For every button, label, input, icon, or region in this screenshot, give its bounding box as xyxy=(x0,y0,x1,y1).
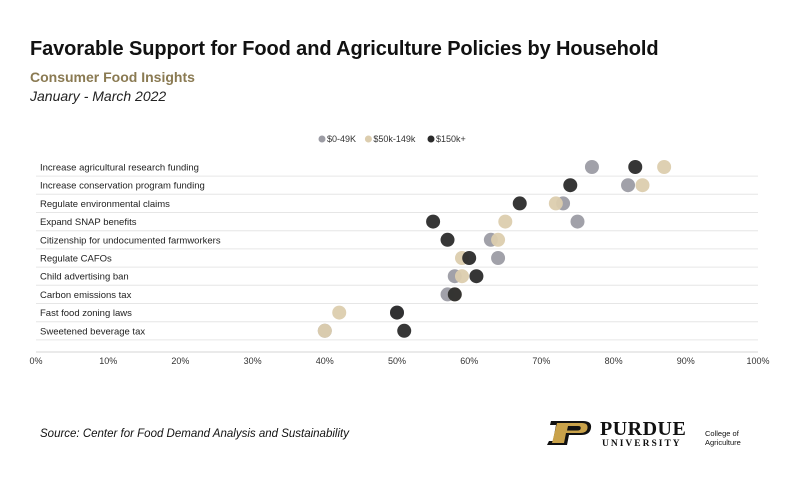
data-points xyxy=(317,160,672,338)
x-tick-label: 20% xyxy=(171,356,189,366)
dot-plot-chart: $0-49K $50k-149k $150k+ Increase agricultu… xyxy=(29,134,770,366)
chart-subtitle: Consumer Food Insights xyxy=(30,69,195,85)
data-point xyxy=(512,196,527,211)
category-label: Citizenship for undocumented farmworkers xyxy=(40,235,221,246)
purdue-p-icon xyxy=(547,421,592,445)
data-point xyxy=(548,196,563,211)
data-point xyxy=(397,323,412,338)
category-label: Regulate environmental claims xyxy=(40,199,170,210)
x-tick-label: 10% xyxy=(99,356,117,366)
data-point xyxy=(447,287,462,302)
date-range: January - March 2022 xyxy=(30,88,167,104)
data-point xyxy=(390,305,404,320)
category-label: Regulate CAFOs xyxy=(40,254,112,265)
category-label: Fast food zoning laws xyxy=(40,308,132,319)
data-point xyxy=(317,323,332,338)
data-point xyxy=(621,178,636,193)
x-axis: 0% 10% 20% 30% 40% 50% 60% 70% 80% 90% 100% xyxy=(29,351,770,366)
x-tick-label: 40% xyxy=(316,356,334,366)
logo-wordmark: PURDUE xyxy=(600,418,687,440)
category-label: Sweetened beverage tax xyxy=(40,326,145,337)
legend-marker xyxy=(364,135,372,143)
category-label: Carbon emissions tax xyxy=(40,290,132,301)
legend-marker xyxy=(427,135,435,143)
logo-university: UNIVERSITY xyxy=(602,439,682,449)
data-point xyxy=(454,269,469,284)
grid-lines xyxy=(36,175,758,341)
x-tick-label: 50% xyxy=(388,356,406,366)
category-labels: Increase agricultural research funding In… xyxy=(40,163,221,338)
logo-college: College of Agriculture xyxy=(705,429,741,447)
x-tick-label: 30% xyxy=(244,356,262,366)
data-point xyxy=(469,269,484,284)
data-point xyxy=(332,305,347,320)
data-point xyxy=(563,178,578,193)
category-label: Expand SNAP benefits xyxy=(40,217,137,228)
data-point xyxy=(657,160,672,174)
data-point xyxy=(570,214,585,229)
x-tick-label: 70% xyxy=(532,356,550,366)
data-point xyxy=(635,178,650,193)
purdue-logo[interactable]: PURDUE UNIVERSITY College of Agriculture xyxy=(545,418,775,452)
x-tick-label: 0% xyxy=(29,356,42,366)
x-tick-label: 100% xyxy=(746,356,769,366)
data-point xyxy=(440,232,455,247)
x-tick-label: 60% xyxy=(460,356,478,366)
data-point xyxy=(462,251,477,265)
chart-title: Favorable Support for Food and Agricultu… xyxy=(30,38,659,60)
legend-label: $150k+ xyxy=(436,134,466,144)
legend-marker xyxy=(318,135,326,143)
category-label: Increase conservation program funding xyxy=(40,181,205,192)
chart-legend: $0-49K $50k-149k $150k+ xyxy=(318,134,466,144)
data-point xyxy=(584,160,599,174)
x-tick-label: 90% xyxy=(677,356,695,366)
data-point xyxy=(491,232,506,247)
source-note: Source: Center for Food Demand Analysis … xyxy=(40,428,349,440)
data-point xyxy=(628,160,643,174)
legend-label: $50k-149k xyxy=(373,134,416,144)
x-tick-label: 80% xyxy=(605,356,623,366)
data-point xyxy=(498,214,513,229)
category-label: Child advertising ban xyxy=(40,272,129,283)
data-point xyxy=(491,251,506,265)
category-label: Increase agricultural research funding xyxy=(40,163,199,174)
data-point xyxy=(426,214,441,229)
legend-label: $0-49K xyxy=(327,134,356,144)
